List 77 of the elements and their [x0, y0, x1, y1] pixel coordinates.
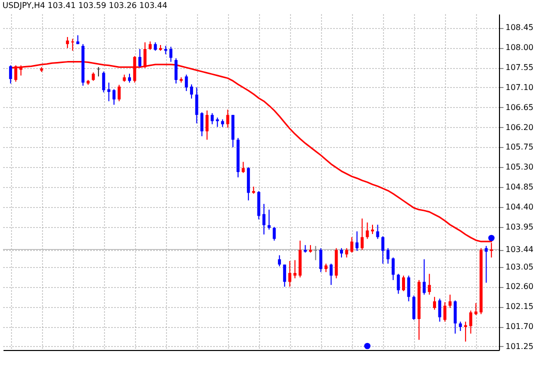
- candlestick: [319, 248, 322, 273]
- candlestick: [66, 36, 69, 49]
- candlestick: [112, 88, 116, 106]
- candlestick: [138, 48, 142, 68]
- candlestick: [262, 203, 266, 235]
- candlestick: [257, 190, 260, 220]
- candlestick: [448, 294, 452, 308]
- candlestick: [340, 248, 343, 258]
- candlestick: [412, 295, 416, 320]
- candlestick: [200, 112, 204, 137]
- candlestick: [288, 260, 292, 288]
- candlestick: [376, 224, 380, 240]
- candlestick: [314, 245, 318, 261]
- chart-title: USDJPY,H4 103.41 103.59 103.26 103.44: [2, 1, 168, 10]
- y-tick-label: 105.75: [506, 142, 534, 152]
- candlestick: [184, 74, 188, 92]
- candlestick: [355, 230, 358, 252]
- y-tick-label: 101.25: [506, 342, 534, 351]
- candlestick: [469, 310, 472, 334]
- candlestick: [428, 273, 431, 296]
- candlestick: [350, 236, 354, 254]
- candlestick: [371, 224, 374, 235]
- y-tick-label: 102.15: [506, 302, 534, 312]
- candlestick: [458, 321, 462, 332]
- candlestick: [71, 38, 74, 52]
- y-tick-label: 101.70: [506, 322, 534, 332]
- candlestick: [226, 109, 230, 128]
- candlestick: [96, 66, 100, 77]
- y-tick-label: 107.55: [506, 63, 534, 72]
- candlestick: [360, 218, 364, 250]
- y-tick-label: 103.05: [506, 262, 534, 272]
- candlestick: [278, 254, 281, 267]
- candlestick: [407, 275, 410, 302]
- candlestick: [107, 82, 110, 102]
- y-tick-label: 103.44: [506, 245, 534, 254]
- candlestick: [174, 58, 178, 84]
- candlestick: [283, 264, 286, 288]
- candlestick: [195, 86, 198, 124]
- candlestick: [366, 222, 369, 240]
- candlestick: [386, 248, 390, 264]
- candlestick: [392, 256, 395, 281]
- candlestick: [102, 71, 106, 93]
- y-tick-label: 106.20: [506, 122, 534, 132]
- candlestick: [169, 46, 172, 62]
- y-tick-label: 108.00: [506, 43, 534, 52]
- candlestick: [381, 236, 384, 264]
- candlestick: [210, 112, 214, 125]
- candlestick: [14, 64, 18, 82]
- candlestick: [19, 64, 22, 76]
- candlestick: [242, 161, 245, 174]
- candlestick: [402, 275, 406, 292]
- candlestick: [474, 302, 478, 316]
- candlestick: [9, 64, 12, 84]
- candlestick: [396, 273, 400, 294]
- y-tick-label: 104.85: [506, 182, 534, 192]
- candlestick: [190, 84, 194, 100]
- candlestick: [464, 321, 468, 342]
- candlestick: [330, 263, 333, 286]
- candlestick: [438, 298, 442, 322]
- y-tick-label: 108.45: [506, 23, 534, 32]
- candlestick: [443, 302, 446, 322]
- candlestick: [268, 209, 271, 230]
- candlestick: [206, 110, 209, 140]
- y-tick-label: 106.65: [506, 102, 534, 112]
- candlestick: [118, 84, 121, 102]
- candlestick: [272, 226, 276, 242]
- y-tick-label: 103.95: [506, 222, 534, 232]
- y-tick-label: 105.30: [506, 162, 534, 172]
- y-tick-label: 104.40: [506, 202, 534, 212]
- candlestick: [454, 300, 457, 334]
- candlestick: [293, 260, 296, 279]
- candlestick: [484, 245, 488, 284]
- y-tick-label: 102.60: [506, 282, 534, 292]
- candlestick: [345, 248, 348, 258]
- candlestick: [433, 296, 436, 310]
- candlestick: [422, 258, 426, 296]
- y-tick-label: 107.10: [506, 82, 534, 92]
